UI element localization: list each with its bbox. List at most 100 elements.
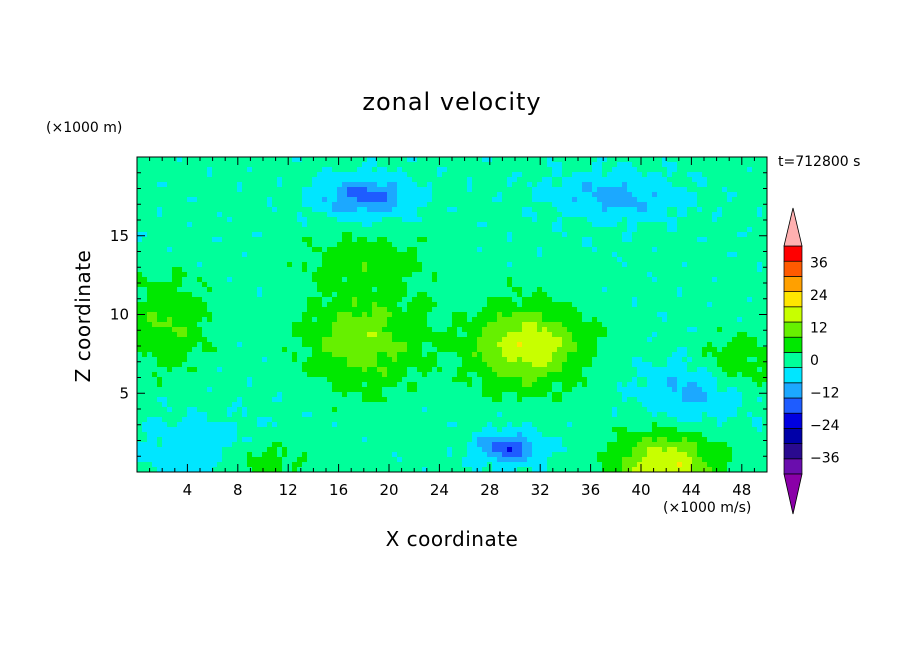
contour-cell [397, 282, 403, 288]
contour-cell [257, 307, 263, 313]
contour-cell [447, 187, 453, 193]
contour-cell [642, 197, 648, 203]
contour-cell [202, 262, 208, 268]
contour-cell [322, 232, 328, 238]
contour-cell [262, 342, 268, 348]
contour-cell [287, 352, 293, 358]
contour-cell [477, 277, 483, 283]
contour-cell [137, 257, 143, 263]
contour-cell [572, 287, 578, 293]
contour-cell [157, 187, 163, 193]
contour-cell [577, 182, 583, 188]
contour-cell [737, 307, 743, 313]
contour-cell [462, 237, 468, 243]
contour-cell [187, 252, 193, 258]
contour-cell [247, 172, 253, 178]
contour-cell [222, 332, 228, 338]
contour-cell [467, 337, 473, 343]
contour-cell [507, 227, 513, 233]
contour-cell [762, 322, 768, 328]
contour-cell [527, 257, 533, 263]
contour-cell [617, 297, 623, 303]
contour-cell [222, 197, 228, 203]
contour-cell [612, 307, 618, 313]
contour-cell [217, 327, 223, 333]
contour-cell [747, 217, 753, 223]
contour-cell [497, 302, 503, 308]
contour-cell [542, 342, 548, 348]
contour-cell [557, 347, 563, 353]
contour-cell [677, 212, 683, 218]
contour-cell [197, 347, 203, 353]
contour-cell [727, 277, 733, 283]
contour-cell [327, 247, 333, 253]
contour-cell [627, 312, 633, 318]
contour-cell [372, 202, 378, 208]
contour-cell [587, 287, 593, 293]
contour-cell [432, 192, 438, 198]
contour-cell [212, 192, 218, 198]
contour-cell [307, 257, 313, 263]
contour-cell [507, 162, 513, 168]
contour-cell [712, 262, 718, 268]
contour-cell [337, 212, 343, 218]
contour-cell [317, 337, 323, 343]
contour-cell [327, 182, 333, 188]
contour-cell [497, 162, 503, 168]
contour-cell [617, 347, 623, 353]
contour-cell [467, 237, 473, 243]
contour-cell [182, 222, 188, 228]
contour-cell [307, 282, 313, 288]
contour-cell [452, 297, 458, 303]
contour-cell [327, 337, 333, 343]
contour-cell [307, 297, 313, 303]
contour-cell [492, 267, 498, 273]
contour-cell [697, 182, 703, 188]
contour-cell [437, 312, 443, 318]
contour-cell [697, 292, 703, 298]
contour-cell [167, 197, 173, 203]
contour-cell [312, 267, 318, 273]
contour-cell [552, 242, 558, 248]
contour-cell [597, 272, 603, 278]
contour-cell [547, 162, 553, 168]
contour-cell [417, 232, 423, 238]
contour-cell [432, 252, 438, 258]
contour-cell [282, 197, 288, 203]
contour-cell [422, 177, 428, 183]
contour-cell [617, 207, 623, 213]
contour-cell [527, 332, 533, 338]
contour-cell [732, 242, 738, 248]
contour-cell [577, 262, 583, 268]
contour-cell [522, 252, 528, 258]
contour-cell [472, 307, 478, 313]
contour-cell [487, 167, 493, 173]
contour-cell [147, 237, 153, 243]
contour-cell [257, 297, 263, 303]
contour-cell [517, 227, 523, 233]
contour-cell [392, 327, 398, 333]
contour-cell [562, 257, 568, 263]
contour-cell [622, 282, 628, 288]
contour-cell [377, 312, 383, 318]
contour-cell [437, 342, 443, 348]
contour-cell [297, 162, 303, 168]
contour-cell [592, 347, 598, 353]
contour-cell [537, 167, 543, 173]
contour-cell [342, 352, 348, 358]
contour-cell [222, 302, 228, 308]
contour-cell [632, 162, 638, 168]
contour-cell [502, 212, 508, 218]
contour-cell [497, 272, 503, 278]
contour-cell [317, 332, 323, 338]
contour-cell [352, 302, 358, 308]
contour-cell [192, 247, 198, 253]
contour-cell [197, 277, 203, 283]
contour-cell [152, 247, 158, 253]
contour-cell [757, 177, 763, 183]
contour-cell [407, 222, 413, 228]
contour-cell [452, 187, 458, 193]
contour-cell [382, 197, 388, 203]
contour-cell [142, 157, 148, 163]
contour-cell [312, 342, 318, 348]
